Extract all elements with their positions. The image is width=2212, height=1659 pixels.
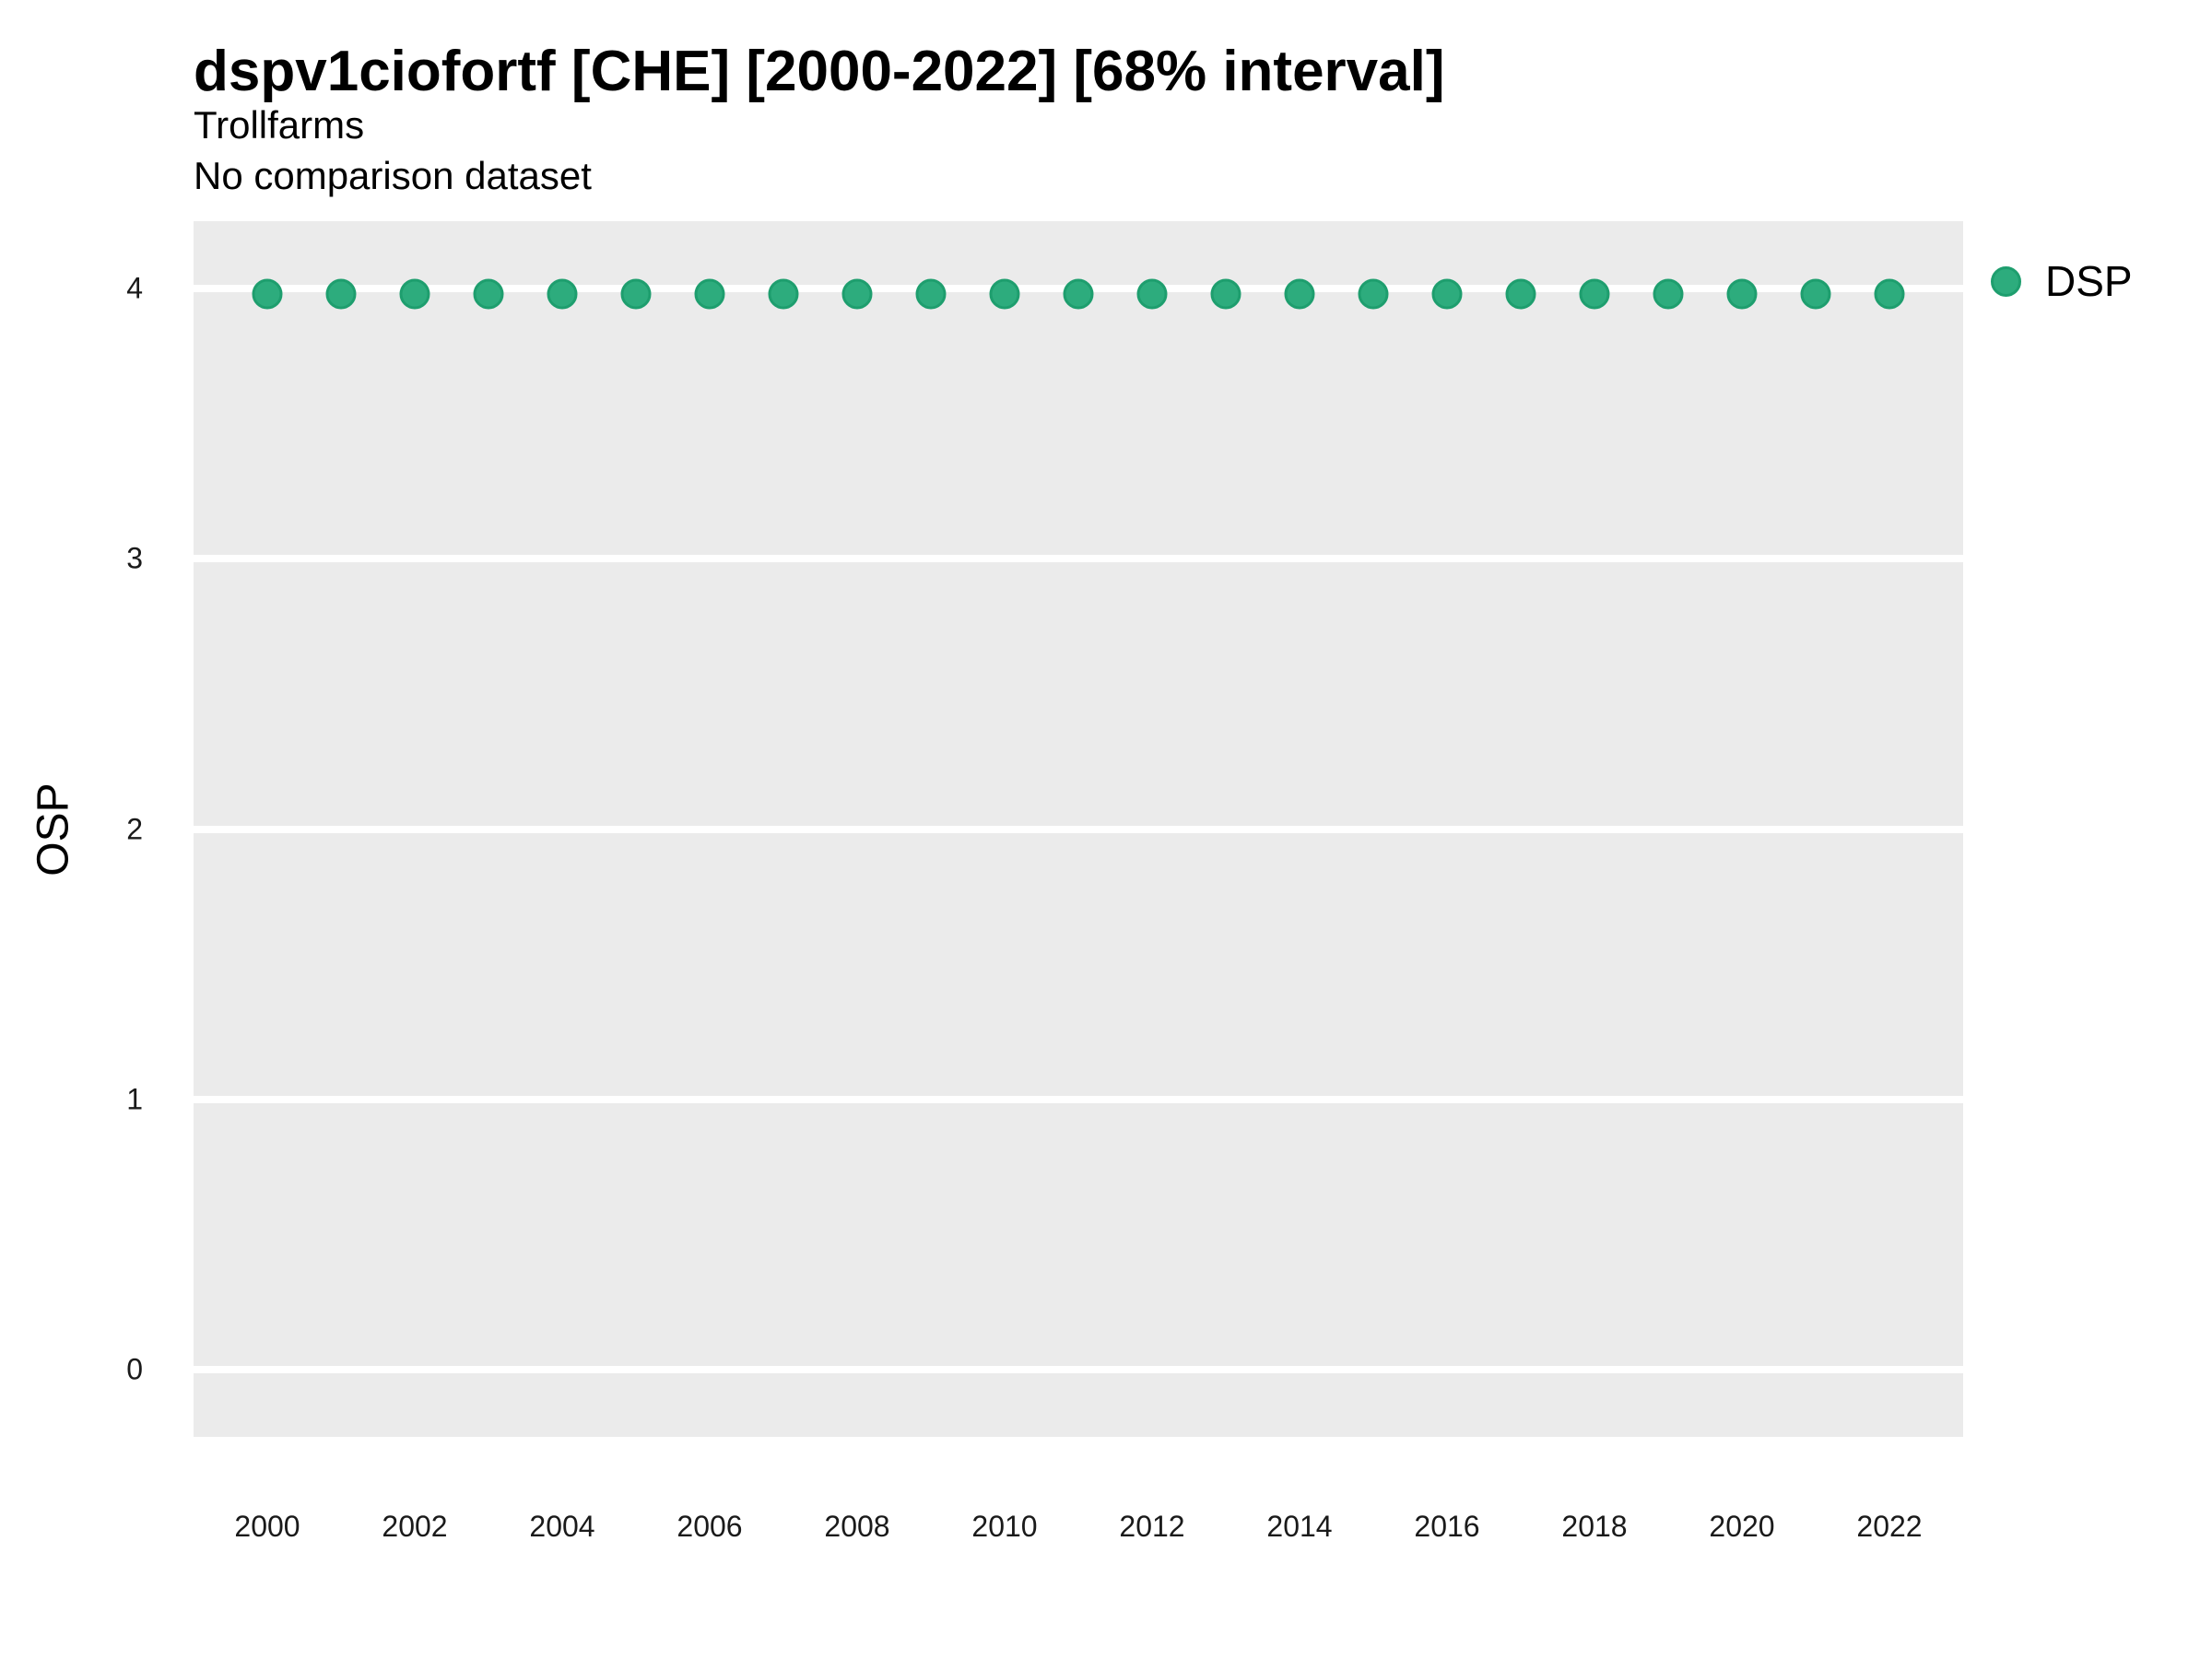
data-point-DSP-2006 bbox=[694, 278, 725, 310]
x-tick-label-2018: 2018 bbox=[1561, 1510, 1628, 1543]
x-tick-label-2010: 2010 bbox=[971, 1510, 1038, 1543]
x-tick-label-2002: 2002 bbox=[382, 1510, 448, 1543]
data-point-DSP-2015 bbox=[1358, 278, 1389, 310]
data-point-DSP-2022 bbox=[1874, 278, 1905, 310]
x-tick-label-2012: 2012 bbox=[1119, 1510, 1185, 1543]
data-point-DSP-2002 bbox=[399, 278, 430, 310]
data-point-DSP-2010 bbox=[989, 278, 1020, 310]
data-point-DSP-2011 bbox=[1063, 278, 1094, 310]
data-point-DSP-2003 bbox=[473, 278, 504, 310]
data-point-DSP-2016 bbox=[1431, 278, 1463, 310]
legend: DSP bbox=[1991, 256, 2133, 306]
y-tick-label-1: 1 bbox=[126, 1082, 143, 1116]
y-tick-label-2: 2 bbox=[126, 812, 143, 845]
data-point-DSP-2018 bbox=[1579, 278, 1610, 310]
x-tick-label-2022: 2022 bbox=[1856, 1510, 1923, 1543]
data-point-DSP-2014 bbox=[1284, 278, 1315, 310]
gridline-y-3 bbox=[194, 555, 1963, 563]
plot-area bbox=[194, 221, 1963, 1437]
data-point-DSP-2019 bbox=[1653, 278, 1684, 310]
x-tick-label-2016: 2016 bbox=[1414, 1510, 1480, 1543]
gridline-y-2 bbox=[194, 825, 1963, 833]
data-point-DSP-2020 bbox=[1726, 278, 1758, 310]
data-point-DSP-2013 bbox=[1210, 278, 1241, 310]
x-tick-label-2006: 2006 bbox=[677, 1510, 743, 1543]
x-tick-label-2020: 2020 bbox=[1709, 1510, 1775, 1543]
x-tick-label-2008: 2008 bbox=[824, 1510, 890, 1543]
x-tick-label-2014: 2014 bbox=[1266, 1510, 1333, 1543]
data-point-DSP-2008 bbox=[841, 278, 873, 310]
gridline-y-1 bbox=[194, 1095, 1963, 1103]
data-point-DSP-2009 bbox=[915, 278, 947, 310]
y-tick-label-0: 0 bbox=[126, 1352, 143, 1386]
legend-circle-icon bbox=[1991, 265, 2021, 297]
legend-label: DSP bbox=[2045, 257, 2133, 305]
chart-title: dspv1ciofortf [CHE] [2000-2022] [68% int… bbox=[194, 40, 1445, 103]
y-tick-label-3: 3 bbox=[126, 541, 143, 575]
data-point-DSP-2012 bbox=[1136, 278, 1168, 310]
data-point-DSP-2005 bbox=[620, 278, 652, 310]
data-point-DSP-2000 bbox=[252, 278, 283, 310]
y-tick-label-4: 4 bbox=[126, 271, 143, 305]
x-tick-label-2004: 2004 bbox=[529, 1510, 595, 1543]
x-tick-label-2000: 2000 bbox=[234, 1510, 300, 1543]
chart-subtitle: Trollfarms bbox=[194, 103, 365, 147]
data-point-DSP-2001 bbox=[325, 278, 357, 310]
gridline-y-0 bbox=[194, 1365, 1963, 1373]
data-point-DSP-2007 bbox=[768, 278, 799, 310]
data-point-DSP-2004 bbox=[547, 278, 578, 310]
comparison-dataset-note: No comparison dataset bbox=[194, 154, 592, 197]
data-point-DSP-2021 bbox=[1800, 278, 1831, 310]
data-point-DSP-2017 bbox=[1505, 278, 1536, 310]
